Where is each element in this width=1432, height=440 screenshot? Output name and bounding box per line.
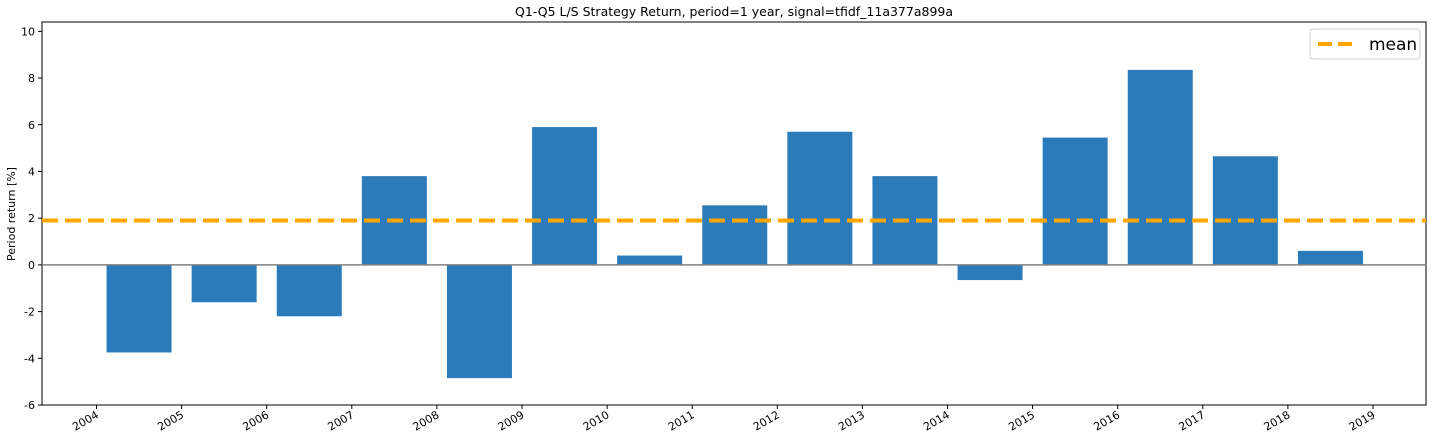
legend: mean bbox=[1309, 28, 1421, 60]
x-tick-label: 2014 bbox=[921, 408, 952, 433]
bar-2004 bbox=[106, 264, 172, 353]
plot-frame bbox=[41, 21, 1427, 406]
x-axis: 2004 2005 2006 2007 2008 2009 2010 2011 2012 2013… bbox=[70, 405, 1378, 434]
bars-group bbox=[106, 69, 1363, 379]
x-tick-label: 2015 bbox=[1006, 408, 1037, 433]
x-tick-label: 2011 bbox=[666, 408, 697, 433]
x-tick-label: 2009 bbox=[496, 408, 527, 433]
y-tick-label: 2 bbox=[28, 212, 35, 225]
x-tick-label: 2008 bbox=[411, 408, 442, 433]
x-tick-label: 2016 bbox=[1091, 408, 1122, 433]
x-tick-label: 2019 bbox=[1347, 408, 1378, 433]
legend-mean-label: mean bbox=[1369, 35, 1417, 55]
bar-2010 bbox=[617, 255, 683, 265]
bar-2017 bbox=[1212, 156, 1278, 265]
y-axis-title: Period return [%] bbox=[5, 167, 18, 261]
y-tick-label: -4 bbox=[24, 352, 35, 365]
bar-2008 bbox=[446, 264, 512, 379]
y-tick-label: -2 bbox=[24, 306, 35, 319]
bar-2015 bbox=[1042, 137, 1108, 265]
y-tick-label: -6 bbox=[24, 399, 35, 412]
bar-2014 bbox=[957, 264, 1023, 281]
y-tick-label: 0 bbox=[28, 259, 35, 272]
bar-2012 bbox=[787, 131, 853, 265]
x-tick-label: 2013 bbox=[836, 408, 867, 433]
y-tick-label: 6 bbox=[28, 119, 35, 132]
chart-title: Q1-Q5 L/S Strategy Return, period=1 year… bbox=[515, 4, 953, 19]
bar-2018 bbox=[1297, 250, 1363, 265]
x-tick-label: 2018 bbox=[1262, 408, 1293, 433]
bar-2005 bbox=[191, 264, 257, 303]
x-tick-label: 2006 bbox=[240, 408, 271, 433]
y-tick-label: 4 bbox=[28, 165, 35, 178]
legend-box bbox=[1309, 28, 1421, 60]
y-axis: -6 -4 -2 0 2 4 6 8 10 bbox=[21, 25, 42, 412]
y-tick-label: 10 bbox=[21, 25, 35, 38]
x-tick-label: 2017 bbox=[1177, 408, 1208, 433]
bar-2011 bbox=[702, 205, 768, 265]
bar-2016 bbox=[1127, 69, 1193, 265]
x-tick-label: 2010 bbox=[581, 408, 612, 433]
bar-2006 bbox=[276, 264, 342, 317]
x-tick-label: 2012 bbox=[751, 408, 782, 433]
y-tick-label: 8 bbox=[28, 72, 35, 85]
x-tick-label: 2005 bbox=[155, 408, 186, 433]
x-tick-label: 2007 bbox=[326, 408, 357, 433]
x-tick-label: 2004 bbox=[70, 408, 101, 433]
bar-2009 bbox=[532, 127, 598, 265]
